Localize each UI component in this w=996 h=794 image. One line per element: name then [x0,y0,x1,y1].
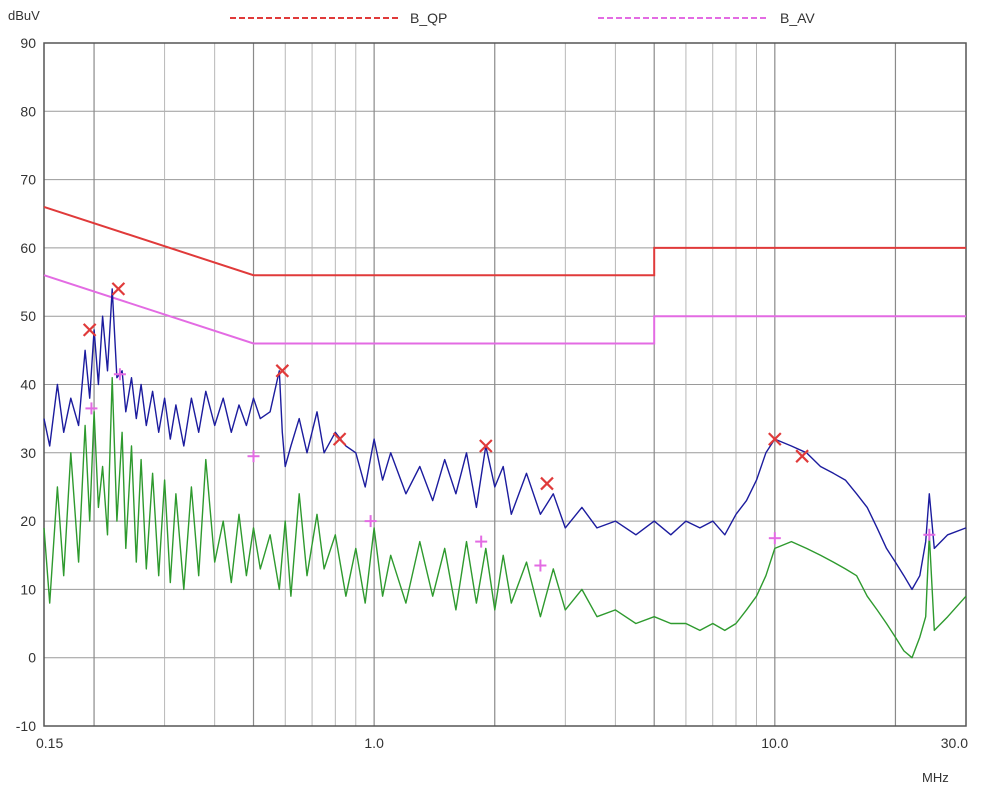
x-tick-label: 0.15 [36,735,63,751]
y-tick-label: 40 [20,377,36,393]
peak-markers [82,282,936,572]
x-axis-unit: MHz [922,770,949,785]
series-line [43,377,967,659]
limit-line [43,205,966,277]
x-tick-label: 1.0 [364,735,384,751]
qp-peak-marker [479,439,493,453]
plot-grid [44,42,966,727]
av-peak-marker [113,368,126,381]
y-tick-label: 50 [20,308,36,324]
x-tick-label: 10.0 [761,735,788,751]
av-peak-marker [475,535,488,548]
qp-peak-marker [275,364,290,378]
y-axis-unit: dBuV [8,8,40,23]
series-line [43,288,967,591]
qp-peak-marker [795,449,809,463]
y-axis-ticks: -10 0 10 20 30 40 50 60 70 80 90 [16,35,36,734]
av-peak-marker [364,515,377,528]
x-tick-label: 30.0 [941,735,968,751]
limit-line [43,274,966,345]
av-peak-marker [923,528,936,541]
y-tick-label: 0 [28,650,36,666]
qp-peak-marker [332,432,347,446]
plot-frame [43,42,967,727]
y-tick-label: 10 [20,581,36,597]
y-tick-label: 60 [20,240,36,256]
av-peak-marker [85,402,98,415]
av-peak-marker [768,532,781,545]
y-tick-label: 70 [20,172,36,188]
limit-lines [43,205,966,345]
y-tick-label: 20 [20,513,36,529]
legend-label: B_AV [780,10,815,26]
y-tick-label: 30 [20,445,36,461]
qp-peak-marker [82,323,97,337]
qp-peak-marker [540,476,554,491]
av-peak-marker [247,450,260,463]
legend-label: B_QP [410,10,447,26]
data-series [43,288,967,659]
qp-peak-marker [111,282,126,296]
y-tick-label: 90 [20,35,36,51]
x-axis-ticks: 0.15 1.0 10.0 30.0 [36,735,968,751]
legend: B_QP B_AV [230,10,815,26]
y-tick-label: 80 [20,103,36,119]
y-tick-label: -10 [16,718,36,734]
qp-peak-marker [768,432,782,446]
av-peak-marker [534,559,547,572]
